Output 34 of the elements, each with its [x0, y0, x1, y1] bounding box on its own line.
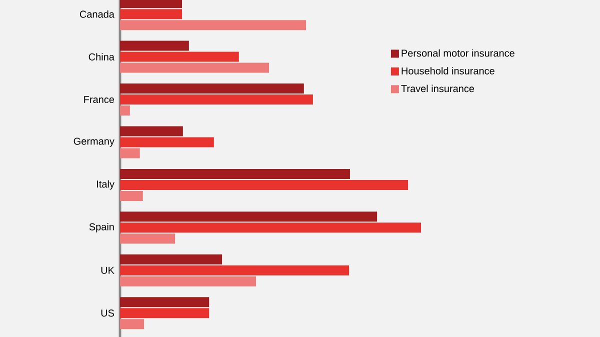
bar: [120, 52, 239, 62]
bar: [120, 297, 210, 308]
bar: [120, 20, 306, 30]
bar: [120, 190, 143, 201]
bar: [120, 9, 182, 20]
bar: [120, 265, 350, 276]
bar: [120, 234, 176, 244]
bar: [120, 254, 222, 264]
y-tick-label: France: [84, 96, 114, 103]
bar: [120, 212, 378, 222]
bar: [120, 180, 408, 190]
bar: [120, 106, 130, 116]
bar: [120, 40, 189, 51]
y-tick-label: China: [88, 53, 114, 60]
legend-label: Personal motor insurance: [402, 49, 514, 57]
bar: [120, 168, 350, 179]
bar: [120, 62, 269, 73]
bar: [120, 276, 256, 286]
bar: [120, 94, 313, 105]
bar: [120, 126, 183, 136]
y-tick-label: Italy: [97, 180, 114, 190]
y-tick-label: Spain: [89, 222, 114, 232]
y-tick-label: Germany: [74, 138, 114, 147]
bar: [120, 222, 422, 233]
bar: [120, 319, 144, 330]
y-tick-label: UK: [101, 266, 114, 274]
legend-label: Travel insurance: [401, 84, 474, 92]
bar: [120, 148, 140, 158]
y-tick-label: US: [101, 310, 114, 317]
y-tick-label: Canada: [80, 10, 114, 18]
bar: [120, 84, 304, 94]
bar: [120, 308, 210, 318]
legend-label: Household insurance: [402, 67, 494, 74]
bar: [120, 137, 214, 148]
